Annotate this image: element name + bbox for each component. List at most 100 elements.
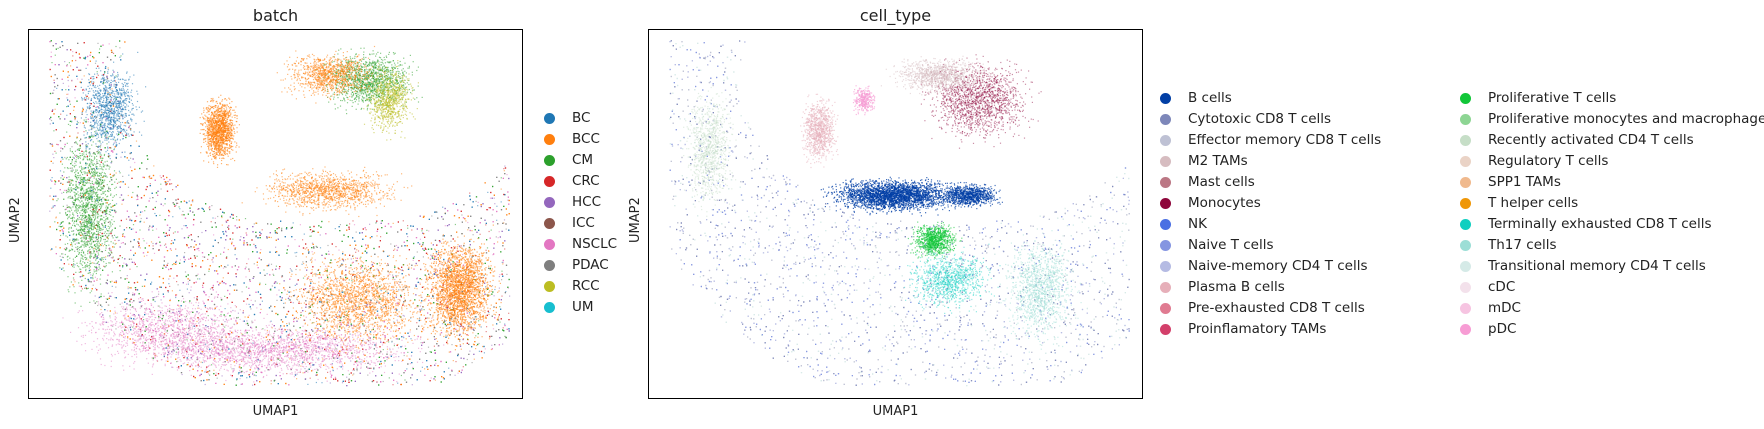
scatter-point [355, 251, 357, 253]
scatter-point [245, 286, 248, 288]
scatter-point [441, 264, 443, 266]
scatter-point [144, 210, 146, 212]
scatter-point [172, 232, 175, 234]
scatter-point [421, 348, 423, 350]
scatter-point [286, 365, 288, 367]
scatter-point [119, 196, 121, 199]
scatter-point [326, 299, 328, 301]
scatter-point [473, 324, 475, 326]
scatter-point [55, 217, 57, 219]
scatter-point [349, 223, 351, 225]
scatter-point [295, 268, 297, 271]
scatter-point [103, 265, 105, 267]
scatter-point [307, 361, 309, 363]
scatter-point [56, 87, 58, 89]
scatter-point [142, 238, 144, 240]
scatter-point [189, 347, 191, 349]
scatter-point [376, 235, 378, 237]
scatter-point [93, 175, 95, 178]
scatter-point [171, 240, 173, 242]
scatter-point [309, 259, 312, 261]
scatter-point [107, 91, 109, 93]
scatter-point [49, 210, 51, 212]
scatter-point [483, 352, 485, 354]
scatter-point [224, 308, 226, 310]
scatter-point [485, 277, 487, 279]
scatter-point [289, 268, 291, 270]
scatter-point [53, 79, 55, 81]
scatter-point [353, 271, 355, 273]
scatter-point [462, 366, 464, 368]
scatter-point [153, 165, 155, 167]
scatter-point [228, 333, 230, 335]
scatter-point [83, 124, 85, 126]
scatter-point [72, 55, 74, 57]
scatter-point [181, 228, 183, 230]
scatter-point [67, 79, 69, 82]
scatter-point [275, 265, 277, 267]
scatter-point [63, 248, 66, 250]
scatter-point [62, 82, 64, 84]
scatter-point [119, 303, 121, 305]
scatter-point [55, 216, 57, 218]
scatter-point [234, 254, 236, 256]
scatter-point [69, 223, 71, 225]
scatter-point [99, 48, 101, 50]
scatter-point [472, 234, 474, 236]
scatter-point [252, 321, 254, 323]
scatter-point [112, 325, 114, 327]
scatter-point [439, 262, 441, 264]
scatter-point [266, 329, 268, 332]
scatter-point [92, 284, 94, 286]
scatter-point [278, 328, 280, 330]
scatter-point [263, 269, 265, 271]
scatter-point [115, 236, 117, 238]
scatter-point [299, 371, 301, 373]
scatter-point [85, 144, 87, 146]
scatter-point [256, 264, 258, 266]
scatter-point [59, 255, 61, 257]
scatter-point [309, 338, 311, 340]
scatter-point [68, 85, 70, 87]
scatter-point [501, 295, 503, 297]
scatter-point [196, 274, 198, 276]
scatter-point [345, 325, 348, 327]
scatter-point [176, 281, 178, 283]
scatter-point [288, 295, 291, 297]
scatter-point [155, 355, 157, 357]
scatter-point [71, 146, 73, 148]
scatter-point [222, 277, 224, 279]
scatter-point [322, 358, 324, 360]
scatter-point [233, 348, 235, 350]
scatter-point [475, 200, 477, 202]
scatter-point [97, 42, 99, 44]
scatter-point [132, 191, 134, 194]
scatter-point [502, 343, 504, 345]
scatter-point [99, 240, 102, 242]
scatter-point [352, 374, 354, 376]
scatter-point [134, 161, 136, 164]
scatter-point [166, 356, 169, 358]
scatter-point [295, 355, 297, 357]
scatter-point [462, 299, 465, 301]
scatter-point [355, 231, 357, 233]
scatter-point [159, 214, 161, 216]
scatter-point [501, 261, 503, 263]
scatter-point [208, 270, 210, 272]
scatter-point [155, 228, 158, 230]
scatter-point [497, 237, 499, 239]
scatter-point [117, 239, 119, 242]
scatter-point [162, 205, 164, 207]
scatter-point [487, 209, 489, 211]
scatter-point [278, 289, 280, 291]
scatter-point [81, 288, 83, 290]
scatter-point [488, 207, 490, 209]
scatter-point [407, 351, 409, 353]
scatter-point [453, 330, 455, 332]
scatter-point [356, 370, 358, 372]
scatter-point [157, 314, 160, 317]
scatter-point [171, 366, 173, 368]
scatter-point [397, 382, 399, 384]
scatter-point [123, 262, 125, 264]
scatter-point [394, 308, 396, 310]
